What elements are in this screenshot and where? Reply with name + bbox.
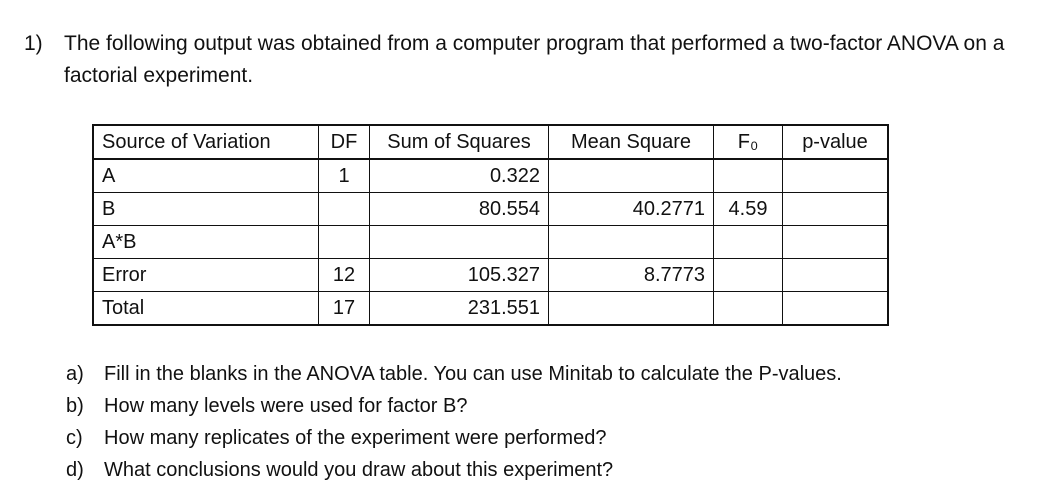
header-p-value: p-value <box>782 124 889 160</box>
cell-p-value <box>782 192 889 226</box>
table-row: Total 17 231.551 <box>92 291 889 326</box>
cell-df <box>318 192 370 226</box>
cell-p-value <box>782 158 889 193</box>
cell-ss: 231.551 <box>369 291 549 326</box>
cell-f0 <box>713 225 783 259</box>
problem-number: 1) <box>24 32 43 55</box>
header-sum-of-squares: Sum of Squares <box>369 124 549 160</box>
question-text: What conclusions would you draw about th… <box>104 459 614 481</box>
cell-ms <box>548 158 714 193</box>
question-label: a) <box>66 363 84 385</box>
problem-text: The following output was obtained from a… <box>64 32 1005 87</box>
cell-ss <box>369 225 549 259</box>
header-f0: F₀ <box>713 124 783 160</box>
cell-df: 1 <box>318 158 370 193</box>
anova-table: Source of Variation DF Sum of Squares Me… <box>92 124 889 326</box>
question-label: b) <box>66 395 84 417</box>
cell-df: 12 <box>318 258 370 292</box>
question-label: d) <box>66 459 84 481</box>
question-text: Fill in the blanks in the ANOVA table. Y… <box>104 363 842 385</box>
table-row: A 1 0.322 <box>92 158 889 193</box>
cell-ss: 105.327 <box>369 258 549 292</box>
cell-source: A*B <box>92 225 319 259</box>
header-mean-square: Mean Square <box>548 124 714 160</box>
cell-source: B <box>92 192 319 226</box>
cell-p-value <box>782 291 889 326</box>
cell-f0 <box>713 291 783 326</box>
cell-p-value <box>782 225 889 259</box>
question-text: How many levels were used for factor B? <box>104 395 468 417</box>
cell-f0: 4.59 <box>713 192 783 226</box>
anova-header-row: Source of Variation DF Sum of Squares Me… <box>92 124 889 160</box>
cell-ms <box>548 291 714 326</box>
header-source: Source of Variation <box>92 124 319 160</box>
table-row: B 80.554 40.2771 4.59 <box>92 192 889 226</box>
cell-p-value <box>782 258 889 292</box>
table-row: Error 12 105.327 8.7773 <box>92 258 889 292</box>
question-text: How many replicates of the experiment we… <box>104 427 607 449</box>
cell-ms: 40.2771 <box>548 192 714 226</box>
cell-df: 17 <box>318 291 370 326</box>
cell-df <box>318 225 370 259</box>
cell-ms: 8.7773 <box>548 258 714 292</box>
cell-source: Total <box>92 291 319 326</box>
cell-f0 <box>713 158 783 193</box>
cell-ss: 80.554 <box>369 192 549 226</box>
header-df: DF <box>318 124 370 160</box>
cell-source: A <box>92 158 319 193</box>
question-label: c) <box>66 427 83 449</box>
cell-ss: 0.322 <box>369 158 549 193</box>
cell-f0 <box>713 258 783 292</box>
cell-source: Error <box>92 258 319 292</box>
table-row: A*B <box>92 225 889 259</box>
cell-ms <box>548 225 714 259</box>
